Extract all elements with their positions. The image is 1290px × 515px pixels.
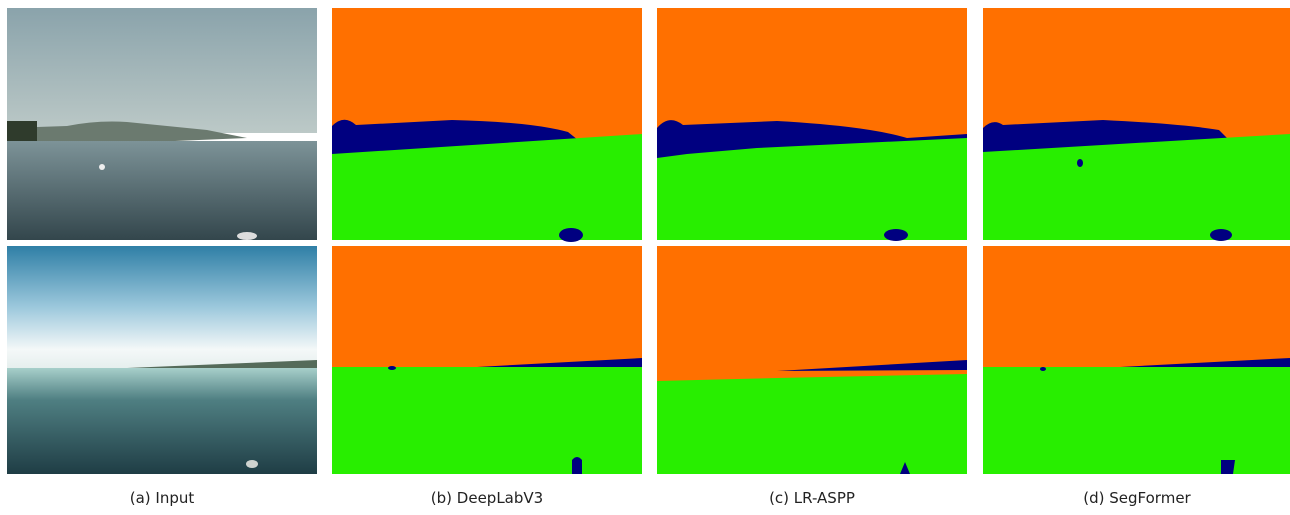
- input-image: [7, 246, 317, 474]
- caption: (c) LR-ASPP: [769, 489, 855, 507]
- segmentation-mask: [983, 246, 1290, 474]
- caption: (a) Input: [130, 489, 195, 507]
- segmentation-mask: [332, 246, 642, 474]
- caption: (d) SegFormer: [1083, 489, 1191, 507]
- segmentation-mask: [332, 8, 642, 242]
- segmentation-mask: [657, 8, 967, 241]
- input-image: [7, 8, 317, 240]
- figure: (a) Input (b) DeepLabV3 (c) LR-ASPP (d) …: [0, 0, 1290, 515]
- segmentation-mask: [983, 8, 1290, 241]
- segmentation-mask: [657, 246, 967, 474]
- caption: (b) DeepLabV3: [431, 489, 543, 507]
